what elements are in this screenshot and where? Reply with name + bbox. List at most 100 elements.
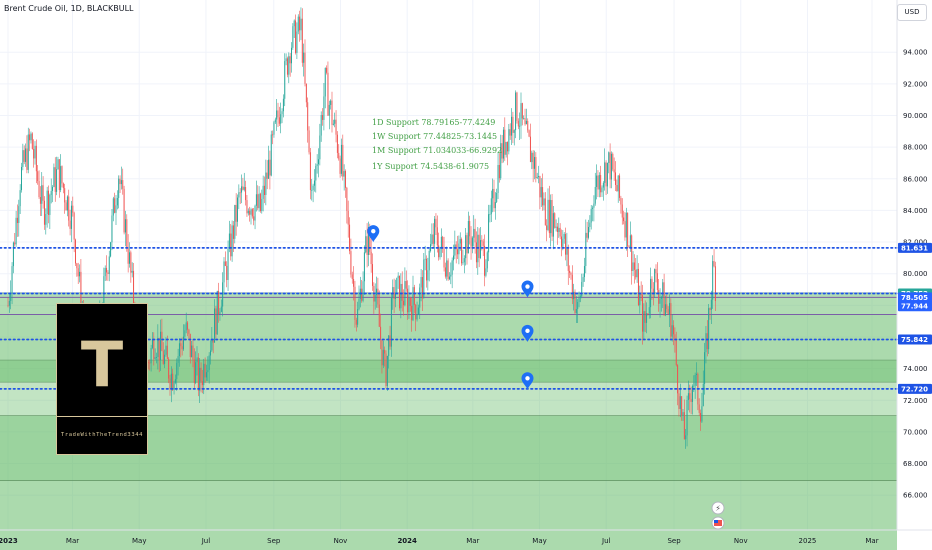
candle-body xyxy=(258,193,260,209)
candle-body xyxy=(21,166,22,191)
candle-body xyxy=(623,217,625,222)
candle-body xyxy=(293,20,295,27)
candle-body xyxy=(546,225,548,230)
candle-body xyxy=(435,218,437,228)
candle-body xyxy=(254,205,256,221)
candle-body xyxy=(349,224,351,252)
candle-body xyxy=(432,234,434,244)
candle-body xyxy=(238,192,240,198)
time-tick-label: Jul xyxy=(201,537,211,545)
candle-body xyxy=(151,339,153,348)
chart-title: Brent Crude Oil, 1D, BLACKBULL xyxy=(4,4,134,13)
candle-body xyxy=(372,264,373,286)
candle-body xyxy=(677,365,679,394)
candle-body xyxy=(363,252,365,282)
location-pin-icon xyxy=(521,324,534,342)
candle-body xyxy=(361,288,363,301)
candle-body xyxy=(436,227,438,246)
candle-body xyxy=(231,225,233,257)
candle-body xyxy=(662,282,664,297)
candle-body xyxy=(556,226,558,232)
candle-body xyxy=(652,288,654,294)
candle-body xyxy=(659,298,661,304)
candle-body xyxy=(509,129,511,136)
currency-button[interactable]: USD xyxy=(897,4,927,21)
candle-body xyxy=(384,349,386,354)
candle-body xyxy=(150,347,152,364)
candle-body xyxy=(513,130,515,133)
candle-body xyxy=(177,356,179,363)
candle-body xyxy=(469,221,471,237)
candle-body xyxy=(405,281,407,289)
candle-body xyxy=(268,159,270,179)
candle-body xyxy=(578,298,580,302)
candle-body xyxy=(269,159,271,176)
candle-body xyxy=(257,194,259,209)
location-pin-icon xyxy=(521,280,534,298)
candle-body xyxy=(704,352,706,384)
candle-body xyxy=(498,164,500,179)
candle-body xyxy=(567,246,569,271)
candle-body xyxy=(362,281,364,301)
candle-body xyxy=(466,235,468,254)
candle-body xyxy=(180,343,182,347)
candle-body xyxy=(216,290,218,335)
candle-body xyxy=(392,287,394,298)
candle-body xyxy=(247,210,249,214)
candle-body xyxy=(46,190,48,214)
candle-body xyxy=(601,187,603,193)
candle-body xyxy=(403,300,405,306)
candle-body xyxy=(220,306,222,312)
candle-body xyxy=(573,291,575,300)
candle-body xyxy=(382,349,384,366)
candle-body xyxy=(286,58,288,75)
candle-body xyxy=(656,273,658,291)
price-badge xyxy=(898,301,932,312)
candle-body xyxy=(129,252,130,264)
candle-body xyxy=(158,337,160,361)
candle-body xyxy=(451,260,453,275)
candle-body xyxy=(326,67,328,73)
candle-body xyxy=(104,267,106,277)
candle-body xyxy=(488,214,490,253)
candle-body xyxy=(320,115,322,136)
candle-body xyxy=(394,293,396,299)
candle-body xyxy=(439,246,441,258)
support-zones xyxy=(0,292,897,550)
candle-body xyxy=(56,169,58,192)
price-badge xyxy=(898,242,932,253)
time-tick-label: May xyxy=(132,537,146,545)
candle-body xyxy=(617,175,619,192)
candle-body xyxy=(519,125,521,127)
candle-body xyxy=(34,145,36,159)
candle-body xyxy=(218,290,220,314)
candle-body xyxy=(119,178,121,185)
candle-body xyxy=(633,262,635,270)
candle-body xyxy=(643,311,645,332)
zone-lines xyxy=(0,296,897,316)
candle-body xyxy=(378,304,380,327)
candle-body xyxy=(416,315,418,320)
candle-body xyxy=(613,169,615,173)
candle-body xyxy=(453,255,454,261)
candle-body xyxy=(178,343,180,357)
candle-body xyxy=(262,185,264,199)
candle-body xyxy=(566,246,568,255)
price-badge-label: 77.944 xyxy=(901,303,928,311)
candle-body xyxy=(327,72,329,116)
price-tick-label: 66.000 xyxy=(903,492,928,500)
candle-body xyxy=(22,150,24,167)
candle-body xyxy=(45,213,47,225)
candle-body xyxy=(270,134,272,176)
candle-body xyxy=(678,393,680,409)
candle-body xyxy=(332,123,334,125)
candle-body xyxy=(191,345,193,358)
candle-body xyxy=(127,247,129,264)
candle-body xyxy=(354,286,356,320)
candle-body xyxy=(625,212,627,238)
candle-body xyxy=(210,350,211,356)
candle-body xyxy=(559,227,561,237)
candle-body xyxy=(345,171,346,188)
candle-body xyxy=(531,152,533,163)
